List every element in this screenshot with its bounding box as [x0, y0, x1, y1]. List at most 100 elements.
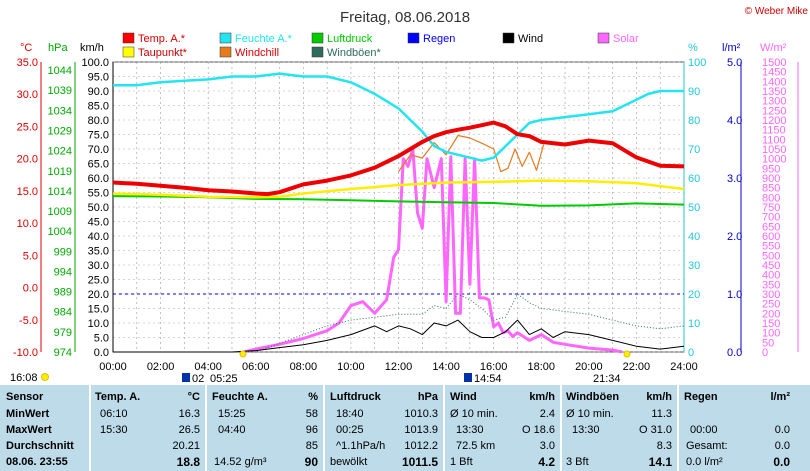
tick-label-pressure: 1034: [48, 105, 72, 117]
hum-time: 04:40: [218, 424, 246, 436]
tick-label-rain: 2.0: [727, 231, 742, 243]
tick-label-wind: 60.0: [88, 173, 109, 185]
tick-label-wind: 95.0: [88, 72, 109, 84]
rain-value: 0.0: [774, 440, 790, 452]
legend-swatch: [597, 32, 610, 44]
tick-label-wind: 90.0: [88, 86, 109, 98]
tick-label-temp: 10.0: [17, 218, 38, 230]
sunset-marker-icon: [623, 350, 631, 358]
weather-chart: Freitag, 08.06.2018 © Weber Mike Temp. A.*…: [10, 6, 809, 385]
tick-label-pressure: 1029: [48, 125, 72, 137]
tick-label-wind: 30.0: [88, 260, 109, 272]
tick-label-humidity: 0: [688, 347, 694, 359]
tick-label-pressure: 994: [54, 266, 72, 278]
legend-swatch: [219, 32, 232, 44]
tick-label-solar: 1350: [762, 86, 786, 98]
rain-desc: 00:00: [690, 424, 718, 436]
series-line-windb-en: [113, 293, 685, 353]
gust-desc: 3 Bft: [566, 456, 589, 468]
tick-label-pressure: 1024: [48, 146, 72, 158]
tick-label-time: 02:00: [147, 361, 175, 373]
temp-value: 20.21: [172, 440, 200, 452]
stats-table: Sensor Temp. A. °C Feuchte A. % Luftdruc…: [0, 385, 810, 471]
moon-set-time: 14:54: [474, 373, 502, 385]
tick-label-solar: 1500: [762, 57, 786, 69]
tick-label-time: 10:00: [337, 361, 365, 373]
series-line-windchill: [398, 134, 545, 173]
series-line-temp-a: [112, 120, 685, 197]
hum-value: 85: [305, 440, 318, 452]
tick-label-temp: 0.0: [23, 283, 38, 295]
tick-label-solar: 0: [762, 347, 768, 359]
temp-time: 06:10: [100, 408, 128, 420]
tick-label-pressure: 989: [54, 287, 72, 299]
legend-swatch: [407, 32, 420, 44]
tick-label-temp: 25.0: [17, 121, 38, 133]
tick-label-pressure: 1019: [48, 166, 72, 178]
tick-label-rain: 0.0: [727, 347, 742, 359]
tick-label-solar: 50: [762, 337, 774, 349]
press-value: 1010.3: [404, 408, 438, 420]
rain-value: 0.0: [774, 424, 790, 436]
row-label: Durchschnitt: [6, 440, 74, 452]
header-press: Luftdruck: [330, 391, 381, 403]
moon-icon: [464, 373, 472, 382]
header-hum-unit: %: [308, 391, 318, 403]
hum-value: 90: [304, 455, 318, 469]
tick-label-solar: 850: [762, 183, 780, 195]
tick-label-solar: 900: [762, 173, 780, 185]
tick-label-temp: 35.0: [17, 57, 38, 69]
tick-label-wind: 75.0: [88, 130, 109, 142]
copyright-label: © Weber Mike: [745, 6, 809, 17]
series-line-solar: [243, 147, 623, 354]
tick-label-pressure: 1039: [48, 85, 72, 97]
tick-label-wind: 35.0: [88, 246, 109, 258]
tick-label-solar: 950: [762, 163, 780, 175]
series-line-feuchte-a: [113, 72, 684, 162]
tick-label-wind: 70.0: [88, 144, 109, 156]
tick-label-temp: -10.0: [13, 347, 38, 359]
legend-label: Taupunkt*: [138, 47, 188, 59]
tick-label-time: 04:00: [194, 361, 222, 373]
tick-label-solar: 700: [762, 212, 780, 224]
tick-label-humidity: 30: [688, 260, 700, 272]
tick-label-time: 00:00: [99, 361, 127, 373]
tick-label-wind: 20.0: [88, 289, 109, 301]
tick-label-time: 22:00: [623, 361, 651, 373]
tick-label-time: 20:00: [575, 361, 603, 373]
tick-label-solar: 1000: [762, 154, 786, 166]
tick-label-time: 18:00: [527, 361, 555, 373]
header-press-unit: hPa: [417, 391, 438, 403]
moon-rise-time: 02: [192, 373, 204, 385]
tick-label-time: 16:00: [480, 361, 508, 373]
tick-label-wind: 10.0: [88, 318, 109, 330]
tick-label-wind: 5.0: [94, 333, 109, 345]
tick-label-humidity: 40: [688, 231, 700, 243]
axis-unit-rain: l/m²: [722, 42, 741, 54]
header-gust-unit: km/h: [646, 391, 672, 403]
tick-label-humidity: 20: [688, 289, 700, 301]
legend-swatch: [502, 32, 515, 44]
tick-label-pressure: 1044: [48, 65, 72, 77]
hum-abs: 14.52 g/m³: [214, 456, 267, 468]
legend-swatch: [311, 46, 324, 58]
axis-unit-solar: W/m²: [760, 42, 787, 54]
press-trend: ^1.1hPa/h: [336, 440, 386, 452]
tick-label-temp: -5.0: [19, 315, 38, 327]
gust-value: O 31.0: [638, 424, 672, 436]
tick-label-temp: 15.0: [17, 186, 38, 198]
tick-label-wind: 25.0: [88, 275, 109, 287]
tick-label-solar: 1150: [762, 125, 786, 137]
tick-label-time: 08:00: [290, 361, 318, 373]
tick-label-humidity: 80: [688, 115, 700, 127]
press-value: 1011.5: [401, 455, 438, 469]
wind-desc: 13:30: [456, 424, 484, 436]
temp-value: 16.3: [178, 408, 200, 420]
tick-label-rain: 5.0: [727, 57, 742, 69]
header-rain-unit: l/m²: [770, 391, 790, 403]
press-time: 00:25: [336, 424, 364, 436]
gust-value: 11.3: [651, 408, 672, 420]
axis-unit-wind: km/h: [80, 42, 104, 54]
rain-desc: Gesamt:: [686, 440, 728, 452]
